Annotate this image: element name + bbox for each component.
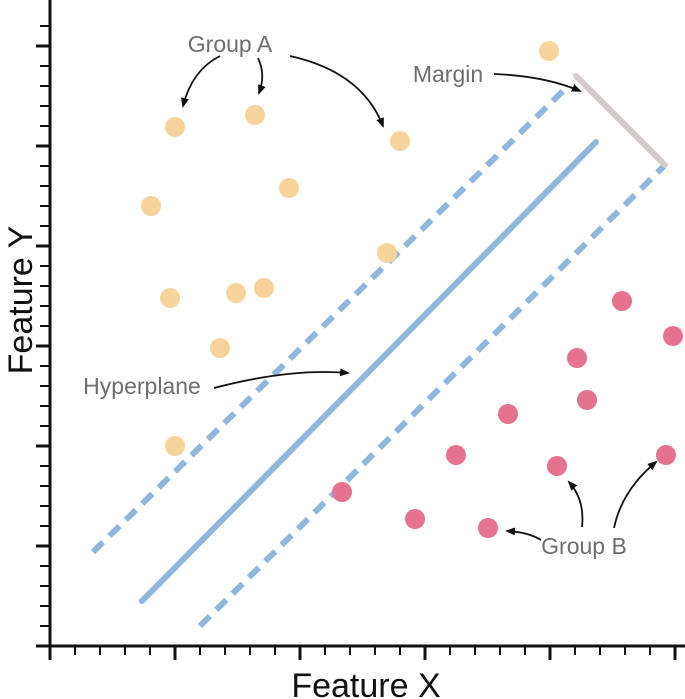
group-a-point (245, 105, 265, 125)
group-a-point (539, 41, 559, 61)
group-a-point (390, 131, 410, 151)
y-axis-ticks (36, 25, 50, 648)
group-b-point (612, 291, 632, 311)
group-a-point (160, 288, 180, 308)
hyperplane-group (90, 73, 668, 629)
group-b-point (332, 482, 352, 502)
group-b-point (498, 404, 518, 424)
hyperplane-label: Hyperplane (83, 373, 201, 399)
group-a-arrow-right (289, 55, 384, 128)
x-axis-title: Feature X (291, 667, 440, 699)
group-a-point (279, 178, 299, 198)
group-a-point (254, 278, 274, 298)
group-b-arrow-right (613, 460, 658, 529)
group-a-point (141, 196, 161, 216)
group-b-point (478, 518, 498, 538)
group-a-arrow-middle (257, 57, 266, 95)
group-a-arrow-left (181, 55, 221, 108)
margin-indicator (573, 73, 668, 168)
hyperplane-line (139, 139, 599, 604)
group-a-point (165, 117, 185, 137)
group-b-arrow-middle (567, 480, 584, 528)
group-b-point (656, 445, 676, 465)
group-b-label: Group B (541, 533, 627, 559)
group-a-point (226, 283, 246, 303)
group-b-arrow-left (505, 527, 542, 541)
y-axis-title: Feature Y (2, 226, 40, 375)
group-a-point (377, 243, 397, 263)
group-a-point (210, 338, 230, 358)
margin-label: Margin (413, 61, 483, 87)
lower-margin-line (197, 163, 667, 629)
group-b-point (663, 326, 683, 346)
annotation-arrows (181, 55, 658, 541)
group-b-points (332, 291, 683, 538)
group-a-label: Group A (188, 31, 273, 57)
x-axis-ticks (48, 646, 677, 660)
group-b-point (405, 509, 425, 529)
group-b-point (547, 456, 567, 476)
axes (36, 0, 685, 660)
group-a-points (141, 41, 559, 456)
group-b-point (577, 390, 597, 410)
group-a-point (165, 436, 185, 456)
hyperplane-arrow (213, 368, 350, 389)
group-b-point (567, 348, 587, 368)
upper-margin-line (90, 84, 570, 555)
margin-arrow (493, 73, 582, 92)
group-b-point (446, 445, 466, 465)
